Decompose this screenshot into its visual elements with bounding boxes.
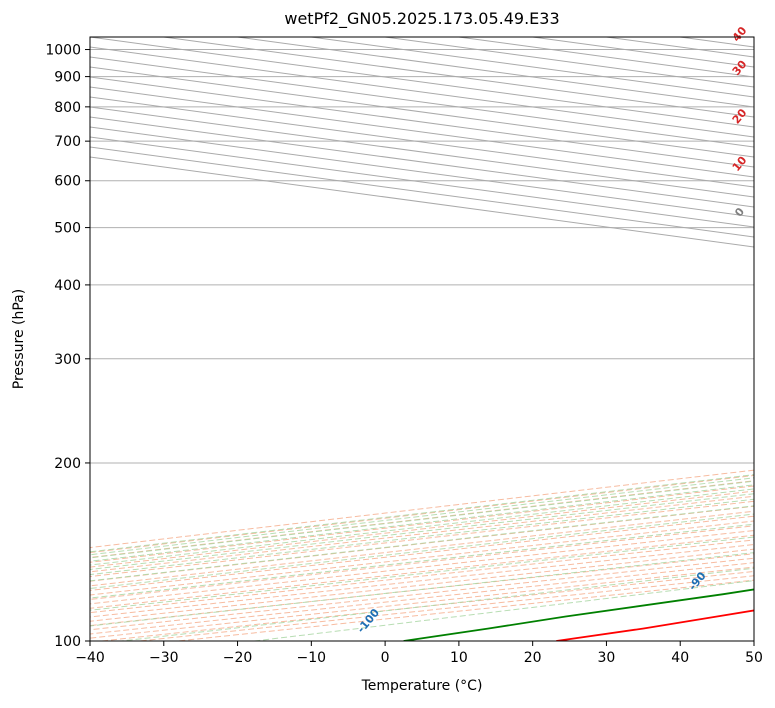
temperature-profile-line <box>556 609 754 641</box>
moist-adiabat-label: 40 <box>730 24 750 44</box>
x-tick-label: 10 <box>450 650 468 666</box>
isotherm-line <box>90 96 754 188</box>
y-tick-label: 400 <box>54 278 81 294</box>
x-tick-label: −10 <box>297 650 327 666</box>
moist-adiabat-label: 30 <box>730 58 750 78</box>
x-tick-label: 0 <box>381 650 390 666</box>
y-tick-label: 900 <box>54 70 81 86</box>
chart-title: wetPf2_GN05.2025.173.05.49.E33 <box>284 9 560 28</box>
y-tick-label: 100 <box>54 634 81 650</box>
x-tick-label: −20 <box>223 650 253 666</box>
x-tick-label: −30 <box>149 650 179 666</box>
y-tick-label: 600 <box>54 174 81 190</box>
isotherm-line <box>90 136 754 228</box>
moist-adiabat-label: 20 <box>730 106 750 126</box>
x-tick-label: −40 <box>75 650 105 666</box>
isotherm-line <box>90 76 754 168</box>
dry-adiabat-label: -90 <box>686 569 709 593</box>
y-tick-label: 300 <box>54 352 81 368</box>
x-tick-label: 40 <box>671 650 689 666</box>
y-tick-label: 800 <box>54 100 81 116</box>
dry-adiabat-line <box>101 570 754 641</box>
x-axis-label: Temperature (°C) <box>361 678 483 694</box>
axes: −40 −30 −20 −10 0 10 20 30 40 5010020030040050060… <box>45 43 763 666</box>
y-axis-label: Pressure (hPa) <box>11 288 27 390</box>
isotherm-line <box>680 37 754 48</box>
isotherm-line <box>311 37 754 98</box>
dry-adiabat-label: -100 <box>354 606 382 636</box>
moist-adiabat-label: 0 <box>732 205 747 219</box>
x-tick-label: 50 <box>745 650 763 666</box>
isotherm-line <box>90 66 754 158</box>
isotherm-line <box>753 37 754 38</box>
x-tick-label: 30 <box>598 650 616 666</box>
isotherm-line <box>90 56 754 148</box>
background-lines <box>90 37 754 641</box>
y-tick-label: 200 <box>54 456 81 472</box>
isotherm-line <box>90 86 754 178</box>
moist-adiabat-label: 10 <box>730 154 750 174</box>
isotherm-line <box>90 116 754 208</box>
y-tick-label: 1000 <box>45 43 81 59</box>
plot-frame <box>89 36 755 642</box>
y-tick-label: 700 <box>54 134 81 150</box>
y-tick-label: 500 <box>54 221 81 237</box>
isotherm-line <box>90 106 754 198</box>
isotherm-line <box>90 126 754 218</box>
x-tick-label: 20 <box>524 650 542 666</box>
